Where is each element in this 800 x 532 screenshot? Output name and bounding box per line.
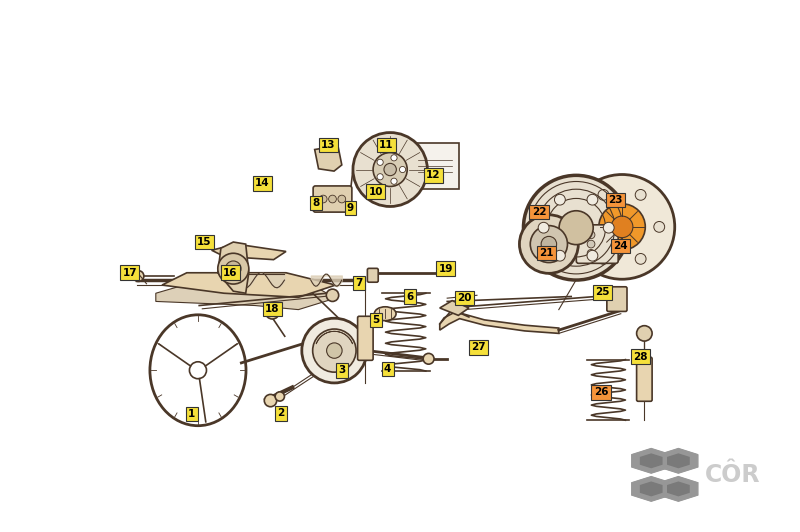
Circle shape — [587, 231, 595, 239]
Polygon shape — [632, 477, 670, 501]
Polygon shape — [218, 242, 249, 293]
Circle shape — [384, 163, 396, 176]
Circle shape — [598, 204, 646, 250]
FancyBboxPatch shape — [313, 186, 352, 212]
Text: 20: 20 — [458, 293, 472, 303]
FancyBboxPatch shape — [607, 287, 627, 311]
Text: 4: 4 — [384, 364, 391, 374]
Circle shape — [519, 215, 578, 273]
Circle shape — [313, 329, 356, 372]
Text: 25: 25 — [595, 287, 610, 297]
Circle shape — [598, 189, 609, 200]
Text: CÔR: CÔR — [705, 463, 761, 487]
Text: 17: 17 — [122, 268, 137, 278]
Circle shape — [554, 251, 566, 261]
Circle shape — [654, 221, 665, 232]
Text: 3: 3 — [338, 365, 346, 375]
Circle shape — [373, 153, 407, 187]
Circle shape — [319, 195, 327, 203]
Circle shape — [391, 178, 397, 184]
Circle shape — [377, 173, 383, 180]
Polygon shape — [211, 244, 286, 260]
Text: 23: 23 — [609, 195, 623, 205]
Circle shape — [587, 250, 595, 257]
Circle shape — [391, 155, 397, 161]
Circle shape — [326, 343, 342, 358]
FancyBboxPatch shape — [637, 358, 652, 401]
Circle shape — [541, 236, 557, 252]
Polygon shape — [668, 482, 689, 496]
Circle shape — [570, 174, 674, 279]
Circle shape — [353, 132, 427, 206]
Circle shape — [338, 195, 346, 203]
Polygon shape — [668, 454, 689, 468]
Polygon shape — [641, 454, 662, 468]
Circle shape — [329, 195, 336, 203]
Text: 6: 6 — [406, 292, 414, 302]
Circle shape — [611, 216, 633, 238]
Circle shape — [302, 318, 367, 383]
Polygon shape — [440, 301, 469, 315]
Circle shape — [538, 222, 549, 233]
Polygon shape — [314, 146, 342, 171]
Polygon shape — [156, 284, 336, 310]
Circle shape — [587, 240, 595, 248]
Circle shape — [399, 167, 406, 172]
Polygon shape — [162, 273, 336, 297]
Circle shape — [133, 271, 144, 281]
Text: 24: 24 — [614, 241, 628, 251]
Text: 1: 1 — [188, 409, 195, 419]
Text: 18: 18 — [265, 304, 280, 314]
FancyBboxPatch shape — [358, 317, 373, 360]
Text: 19: 19 — [438, 264, 453, 273]
Text: 12: 12 — [426, 170, 441, 180]
Polygon shape — [440, 313, 558, 334]
Circle shape — [423, 353, 434, 364]
Circle shape — [326, 289, 338, 302]
Circle shape — [272, 303, 282, 313]
Circle shape — [598, 253, 609, 264]
Circle shape — [266, 305, 279, 319]
Text: 26: 26 — [594, 387, 608, 397]
Circle shape — [523, 176, 629, 280]
Circle shape — [587, 194, 598, 205]
Circle shape — [559, 211, 594, 245]
Text: 16: 16 — [223, 268, 238, 278]
Text: 28: 28 — [634, 352, 648, 362]
Polygon shape — [632, 448, 670, 473]
Text: 13: 13 — [321, 140, 335, 150]
Circle shape — [530, 226, 567, 263]
Polygon shape — [659, 448, 698, 473]
Circle shape — [275, 392, 285, 401]
FancyBboxPatch shape — [576, 225, 618, 263]
Text: 22: 22 — [532, 207, 546, 217]
Circle shape — [587, 251, 598, 261]
Circle shape — [226, 261, 241, 276]
FancyBboxPatch shape — [413, 143, 459, 188]
Circle shape — [603, 222, 614, 233]
Text: 8: 8 — [312, 198, 319, 208]
Text: 15: 15 — [197, 237, 211, 247]
Text: 14: 14 — [255, 178, 270, 188]
Polygon shape — [641, 482, 662, 496]
Ellipse shape — [374, 307, 396, 321]
Text: 10: 10 — [369, 187, 383, 197]
Circle shape — [554, 194, 566, 205]
Text: 21: 21 — [539, 248, 554, 258]
FancyBboxPatch shape — [367, 268, 378, 282]
Circle shape — [264, 394, 277, 407]
Text: 9: 9 — [347, 203, 354, 213]
Circle shape — [377, 159, 383, 165]
Polygon shape — [659, 477, 698, 501]
Circle shape — [637, 326, 652, 341]
Text: 5: 5 — [372, 315, 379, 325]
Circle shape — [635, 189, 646, 200]
Text: 11: 11 — [379, 140, 394, 150]
Text: 2: 2 — [278, 408, 285, 418]
Circle shape — [579, 221, 590, 232]
Text: 7: 7 — [355, 278, 363, 288]
Circle shape — [635, 253, 646, 264]
Text: 27: 27 — [471, 342, 486, 352]
Circle shape — [218, 253, 249, 284]
